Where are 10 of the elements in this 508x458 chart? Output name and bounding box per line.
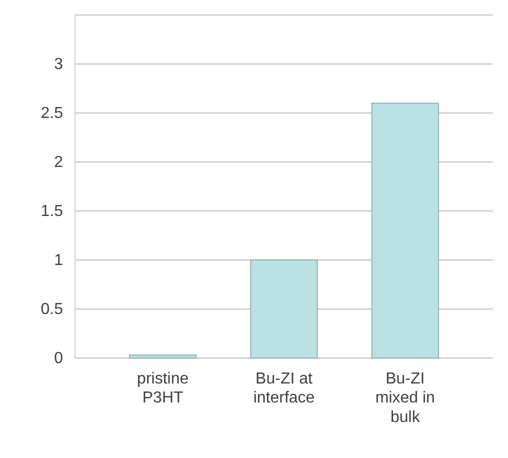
x-tick-label: Bu-ZI mixed in bulk xyxy=(375,370,435,426)
x-tick-label: Bu-ZI at interface xyxy=(253,370,315,407)
x-tick-label: pristine P3HT xyxy=(137,370,189,407)
y-tick-label: 2 xyxy=(54,154,64,172)
y-tick-label: 1.5 xyxy=(40,203,64,220)
y-tick-label: 3 xyxy=(54,56,64,74)
y-tick-label: 2.5 xyxy=(40,105,64,122)
y-tick-label: 1 xyxy=(54,252,64,270)
y-tick-label: 0 xyxy=(54,350,64,368)
y-tick-label: 0.5 xyxy=(40,301,64,318)
